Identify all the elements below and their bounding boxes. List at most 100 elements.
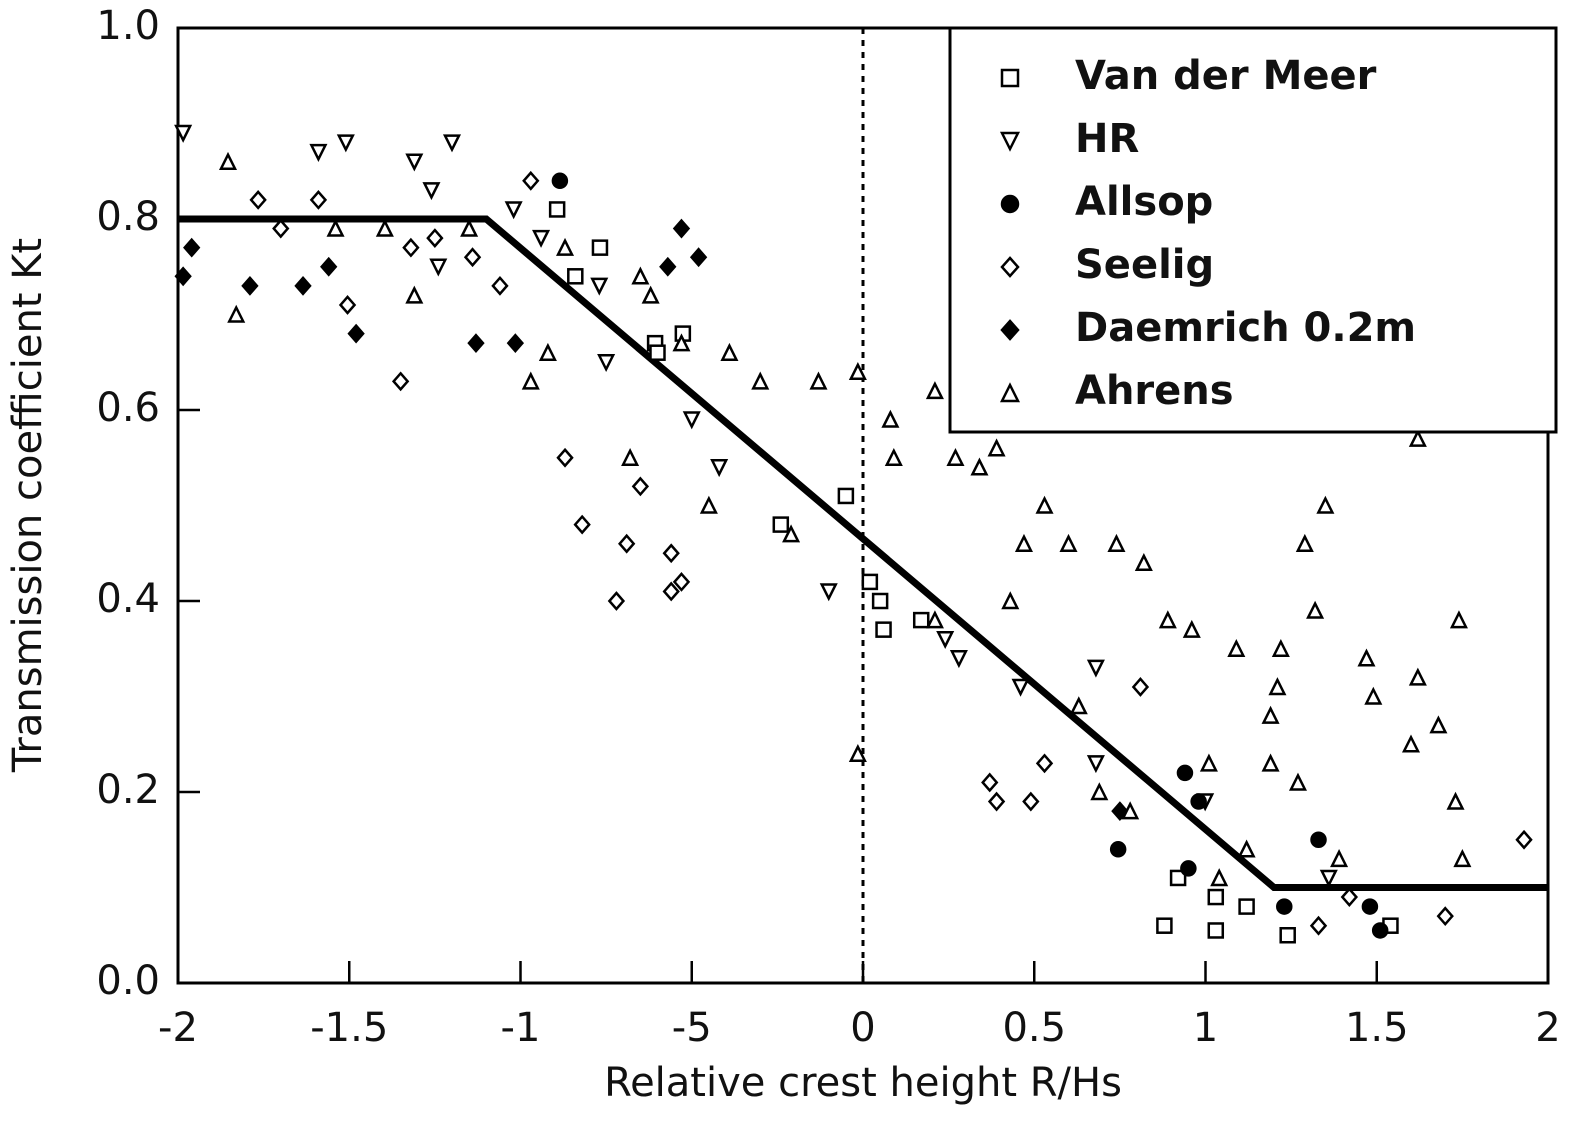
point (591, 239, 609, 256)
point (981, 772, 999, 793)
y-tick-label: 0.4 (96, 576, 160, 622)
point (402, 237, 420, 258)
point (320, 256, 338, 277)
point (837, 487, 855, 505)
point (249, 190, 267, 210)
point (1001, 591, 1020, 610)
point (1022, 791, 1040, 812)
point (772, 516, 790, 533)
legend-marker (1000, 68, 1020, 88)
point (1059, 533, 1078, 552)
point (1408, 667, 1427, 686)
point (405, 153, 424, 172)
point (1227, 638, 1246, 657)
point (1086, 659, 1105, 678)
point (241, 275, 259, 296)
point (819, 583, 838, 602)
point (1271, 638, 1290, 657)
point (649, 344, 666, 361)
point (861, 573, 879, 591)
point (1357, 648, 1376, 667)
point (682, 411, 701, 430)
point (460, 218, 479, 237)
x-tick-label: -2 (158, 1005, 198, 1051)
point (1436, 906, 1454, 927)
y-tick-label: 0.2 (96, 767, 160, 813)
point (347, 323, 365, 344)
x-tick-label: 0.5 (1002, 1005, 1066, 1051)
point (1316, 495, 1335, 514)
point (662, 543, 680, 564)
point (809, 371, 828, 390)
point (618, 533, 636, 554)
point (1330, 849, 1349, 868)
point (426, 228, 444, 248)
legend-label: Ahrens (1075, 368, 1234, 414)
point (912, 611, 930, 629)
point (506, 333, 525, 354)
point (1361, 898, 1379, 915)
point (699, 495, 718, 514)
point (336, 134, 355, 153)
legend-marker (1000, 256, 1020, 278)
legend-label: Allsop (1075, 179, 1213, 225)
x-tick-label: -5 (672, 1005, 712, 1051)
point (871, 592, 889, 610)
legend-box (948, 26, 1558, 434)
point (1134, 553, 1153, 572)
point (884, 447, 903, 466)
point (987, 791, 1006, 812)
point (925, 381, 944, 400)
point (1364, 686, 1383, 705)
point (597, 354, 616, 373)
y-tick-label: 1.0 (96, 3, 160, 49)
point (405, 285, 424, 304)
point (1429, 715, 1448, 734)
legend-label: HR (1075, 116, 1139, 162)
y-tick-label: 0.6 (96, 385, 160, 431)
point (391, 371, 410, 392)
point (309, 143, 328, 162)
point (573, 514, 591, 535)
x-tick-label: 1.5 (1345, 1005, 1409, 1051)
point (1371, 922, 1389, 939)
point (1035, 753, 1054, 774)
point (1306, 600, 1325, 619)
x-tick-label: -1 (501, 1005, 541, 1051)
point (1086, 755, 1105, 774)
fit-line (178, 215, 1548, 891)
legend-marker (999, 382, 1021, 403)
point (174, 124, 193, 143)
point (227, 304, 246, 323)
point (556, 447, 574, 468)
point (1238, 898, 1255, 915)
point (1340, 887, 1359, 907)
point (782, 524, 801, 543)
point (672, 218, 691, 239)
point (294, 275, 312, 296)
legend-label: Seelig (1075, 242, 1214, 288)
point (590, 277, 609, 296)
point (1035, 495, 1054, 514)
point (467, 333, 485, 354)
y-tick-label: 0.0 (96, 958, 160, 1004)
point (1156, 917, 1173, 934)
legend-label: Daemrich 0.2m (1075, 305, 1416, 351)
x-tick-label: 2 (1535, 1005, 1560, 1051)
point (672, 333, 691, 352)
point (326, 218, 345, 237)
point (631, 476, 650, 497)
point (567, 268, 584, 285)
point (1210, 868, 1229, 887)
point (1182, 619, 1201, 638)
point (1515, 829, 1533, 850)
point (272, 218, 290, 239)
point (987, 438, 1006, 457)
point (946, 447, 965, 466)
legend-marker (1000, 319, 1020, 341)
point (556, 237, 575, 256)
point (548, 201, 566, 218)
point (532, 229, 551, 248)
point (1207, 888, 1225, 906)
point (607, 591, 626, 611)
